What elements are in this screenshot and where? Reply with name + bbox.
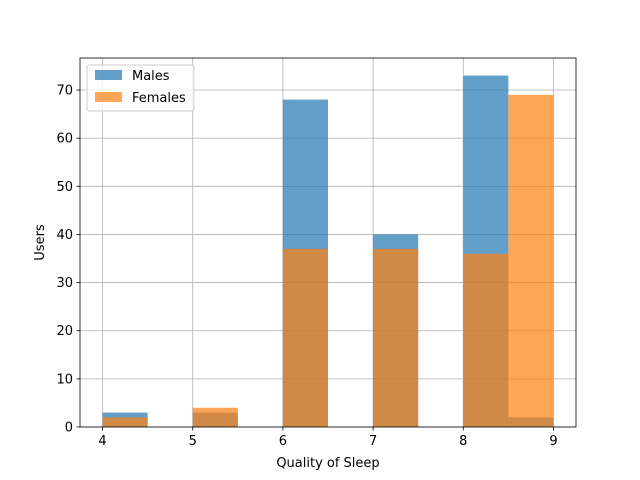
- bar-females: [102, 417, 148, 427]
- y-axis-label: Users: [33, 224, 48, 261]
- bar-females: [508, 94, 554, 427]
- y-tick-label: 50: [56, 180, 73, 195]
- x-tick-label: 7: [369, 434, 377, 449]
- y-tick-label: 40: [56, 228, 73, 243]
- legend-label-females: Females: [132, 91, 186, 106]
- bar-females: [373, 248, 419, 427]
- y-tick-label: 20: [56, 324, 73, 339]
- legend-swatch-females: [95, 92, 122, 102]
- bars: [102, 75, 554, 428]
- x-axis-label: Quality of Sleep: [276, 456, 379, 471]
- x-tick-label: 5: [189, 434, 197, 449]
- axis-ticks: 4 5 6 7 8 9 0 10 20 30 40 50 60 70: [56, 84, 557, 449]
- x-tick-label: 6: [279, 434, 287, 449]
- bar-females: [192, 407, 238, 427]
- legend-swatch-males: [95, 70, 122, 80]
- x-tick-label: 9: [549, 434, 557, 449]
- x-tick-label: 4: [98, 434, 106, 449]
- plot-frame: [79, 57, 577, 428]
- y-tick-label: 30: [56, 276, 73, 291]
- y-tick-label: 0: [65, 421, 73, 436]
- y-tick-label: 10: [56, 372, 73, 387]
- bar-females: [282, 248, 328, 427]
- x-tick-label: 8: [459, 434, 467, 449]
- legend-label-males: Males: [132, 69, 170, 84]
- bar-females: [463, 253, 509, 427]
- legend: Males Females: [86, 64, 195, 112]
- y-tick-label: 60: [56, 132, 73, 147]
- y-tick-label: 70: [56, 84, 73, 99]
